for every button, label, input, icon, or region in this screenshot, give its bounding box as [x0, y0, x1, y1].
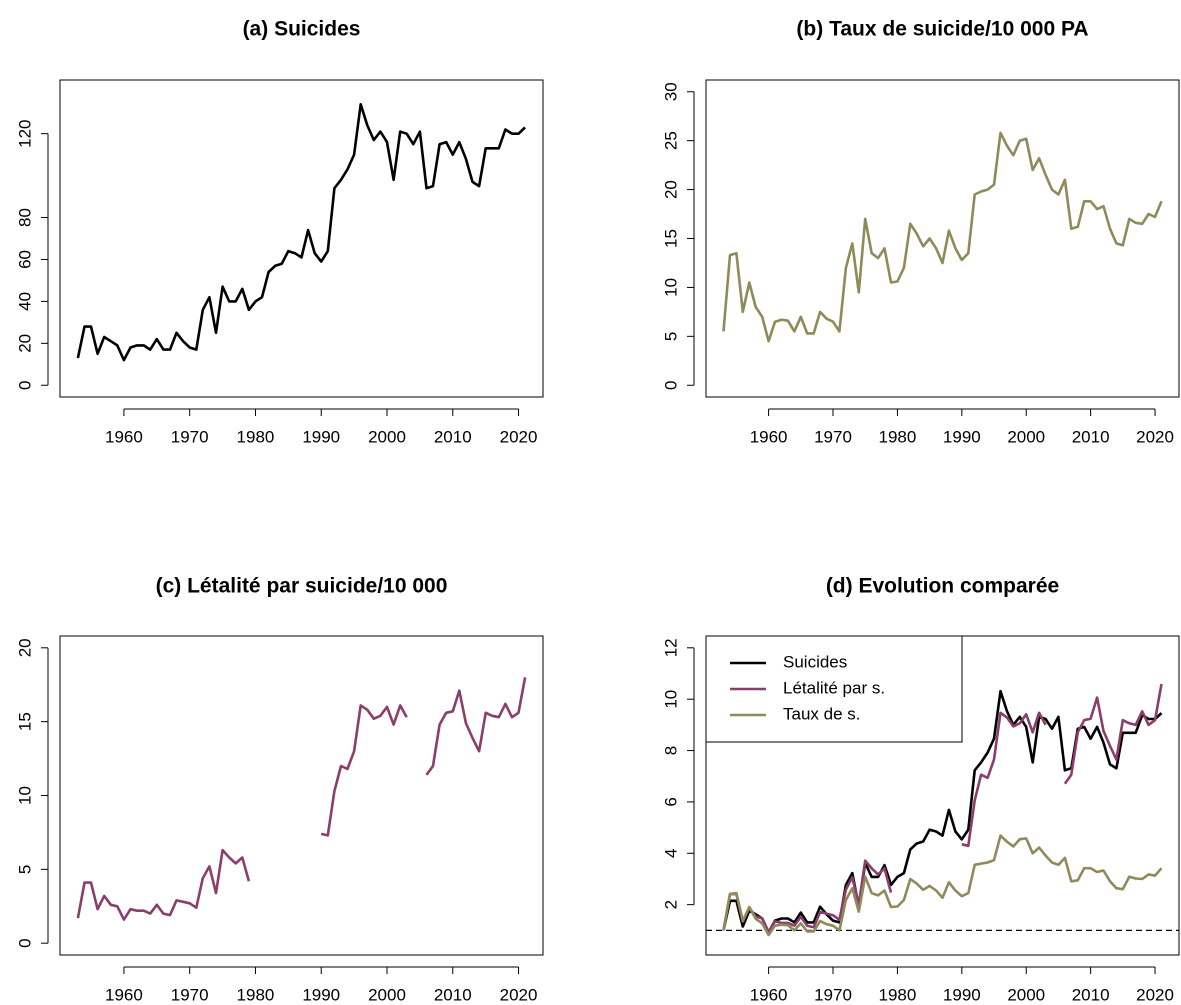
- y-tick-label: 0: [15, 381, 34, 390]
- x-tick-label: 1990: [943, 427, 981, 446]
- x-tick-label: 2020: [1136, 985, 1174, 1004]
- x-tick-label: 1960: [105, 427, 143, 446]
- x-tick-label: 2020: [1136, 427, 1174, 446]
- data-line: [722, 834, 1163, 937]
- chart-title: (d) Evolution comparée: [826, 575, 1059, 598]
- x-tick-label: 1960: [750, 427, 788, 446]
- x-tick-label: 1990: [302, 427, 340, 446]
- y-tick-label: 2: [661, 900, 680, 909]
- x-tick-label: 2000: [368, 985, 406, 1004]
- x-tick-label: 1970: [814, 427, 852, 446]
- y-tick-label: 0: [15, 938, 34, 947]
- x-tick-label: 1990: [943, 985, 981, 1004]
- y-tick-label: 12: [661, 638, 680, 657]
- y-tick-label: 60: [15, 250, 34, 269]
- x-tick-label: 1980: [879, 427, 917, 446]
- data-line: [76, 677, 527, 921]
- y-tick-label: 5: [15, 865, 34, 874]
- y-tick-label: 10: [661, 690, 680, 709]
- x-tick-label: 1960: [105, 985, 143, 1004]
- x-tick-label: 2020: [500, 427, 538, 446]
- x-tick-label: 1970: [814, 985, 852, 1004]
- x-tick-label: 2010: [1072, 985, 1110, 1004]
- plot-box: [705, 79, 1180, 398]
- x-tick-label: 1970: [171, 985, 209, 1004]
- data-line: [722, 689, 1163, 934]
- x-tick-label: 1980: [879, 985, 917, 1004]
- y-tick-label: 15: [15, 712, 34, 731]
- x-tick-label: 2010: [434, 985, 472, 1004]
- legend-label: Taux de s.: [783, 704, 861, 723]
- y-tick-label: 10: [15, 786, 34, 805]
- y-tick-label: 20: [661, 180, 680, 199]
- data-line: [722, 131, 1163, 343]
- x-tick-label: 2020: [500, 985, 538, 1004]
- x-tick-label: 1970: [171, 427, 209, 446]
- legend: Suicides Létalité par s. Taux de s.: [705, 635, 963, 743]
- y-tick-label: 5: [661, 332, 680, 341]
- y-tick-label: 120: [15, 119, 34, 147]
- x-tick-label: 1960: [750, 985, 788, 1004]
- y-tick-label: 20: [15, 334, 34, 353]
- chart-title: (a) Suicides: [243, 18, 361, 41]
- y-tick-label: 8: [661, 746, 680, 755]
- plot-box: [59, 79, 544, 398]
- y-tick-label: 6: [661, 797, 680, 806]
- y-tick-label: 0: [661, 381, 680, 390]
- legend-label: Létalité par s.: [783, 678, 885, 697]
- y-tick-label: 4: [661, 849, 680, 858]
- x-tick-label: 2000: [368, 427, 406, 446]
- y-tick-label: 30: [661, 82, 680, 101]
- chart-title: (b) Taux de suicide/10 000 PA: [796, 18, 1088, 41]
- x-tick-label: 1980: [237, 427, 275, 446]
- x-tick-label: 2000: [1007, 427, 1045, 446]
- y-tick-label: 25: [661, 131, 680, 150]
- x-tick-label: 2000: [1007, 985, 1045, 1004]
- y-tick-label: 80: [15, 208, 34, 227]
- y-tick-label: 10: [661, 278, 680, 297]
- x-tick-label: 1980: [237, 985, 275, 1004]
- plot-box: [59, 635, 544, 956]
- x-tick-label: 2010: [1072, 427, 1110, 446]
- y-tick-label: 15: [661, 229, 680, 248]
- chart-title: (c) Létalité par suicide/10 000: [156, 575, 448, 598]
- x-tick-label: 2010: [434, 427, 472, 446]
- y-tick-label: 20: [15, 638, 34, 657]
- x-tick-label: 1990: [302, 985, 340, 1004]
- legend-label: Suicides: [783, 652, 847, 671]
- y-tick-label: 40: [15, 292, 34, 311]
- data-line: [76, 103, 526, 362]
